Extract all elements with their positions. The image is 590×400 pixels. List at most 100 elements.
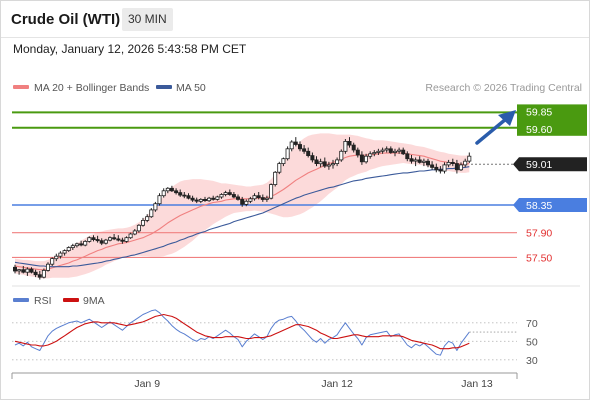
candle-body bbox=[397, 149, 402, 152]
candle bbox=[273, 171, 278, 187]
candle bbox=[413, 157, 418, 167]
candle-body bbox=[79, 243, 84, 246]
datetime-label: Monday, January 12, 2026 5:43:58 PM CET bbox=[13, 42, 247, 56]
candle-body bbox=[454, 163, 459, 171]
candle-body bbox=[219, 194, 224, 198]
candle-body bbox=[446, 161, 451, 166]
legend: MA 20 + Bollinger Bands MA 50 Research ©… bbox=[13, 82, 582, 94]
candle bbox=[384, 146, 389, 153]
candle bbox=[149, 208, 154, 218]
x-tick-label: Jan 9 bbox=[134, 378, 160, 390]
candle-body bbox=[165, 187, 170, 192]
candle bbox=[359, 151, 364, 165]
candle-body bbox=[434, 166, 439, 171]
candle bbox=[103, 238, 108, 245]
candle-body bbox=[202, 198, 207, 201]
candle-body bbox=[231, 194, 236, 198]
candle bbox=[120, 237, 125, 244]
candle bbox=[397, 147, 402, 154]
candle-body bbox=[277, 163, 282, 173]
candle-body bbox=[149, 209, 154, 218]
candle bbox=[289, 140, 294, 152]
candle-body bbox=[182, 194, 187, 197]
timeframe-button[interactable]: 30 MIN bbox=[122, 8, 173, 31]
candle bbox=[116, 235, 121, 242]
candle-body bbox=[314, 159, 319, 164]
candle-body bbox=[376, 150, 381, 153]
x-tick-label: Jan 13 bbox=[461, 378, 493, 390]
rsi-line bbox=[14, 309, 470, 356]
candle-body bbox=[269, 184, 274, 199]
candle bbox=[54, 253, 59, 262]
rsi-legend-swatch bbox=[13, 298, 29, 302]
candle bbox=[235, 194, 240, 201]
candle bbox=[165, 187, 170, 194]
candle bbox=[355, 147, 360, 158]
candle bbox=[124, 236, 129, 243]
candle bbox=[388, 146, 393, 154]
candle bbox=[339, 149, 344, 162]
candle bbox=[330, 159, 335, 169]
credit-text: Research © 2026 Trading Central bbox=[425, 82, 582, 94]
candle-body bbox=[463, 160, 468, 166]
candle bbox=[318, 158, 323, 168]
rsi-tick-label-30: 30 bbox=[526, 355, 538, 367]
candle bbox=[252, 193, 257, 201]
candle bbox=[240, 196, 245, 207]
level-label-57-50: 57.50 bbox=[526, 252, 552, 264]
candle bbox=[207, 196, 212, 202]
candle-body bbox=[388, 148, 393, 153]
candle bbox=[454, 159, 459, 174]
candle-body bbox=[240, 198, 245, 205]
candle bbox=[401, 147, 406, 155]
candle-body bbox=[359, 154, 364, 163]
candle bbox=[132, 229, 137, 236]
candle bbox=[281, 157, 286, 167]
candle bbox=[153, 201, 158, 212]
candle-body bbox=[33, 271, 38, 276]
candle bbox=[66, 246, 71, 252]
candle-body bbox=[326, 164, 331, 167]
candle-body bbox=[136, 224, 141, 232]
candle-body bbox=[256, 195, 261, 198]
candle-body bbox=[273, 171, 278, 186]
candle-body bbox=[74, 243, 79, 247]
candle-body bbox=[128, 233, 133, 239]
candle-body bbox=[330, 163, 335, 166]
candle bbox=[244, 199, 249, 207]
candle bbox=[33, 269, 38, 278]
candle bbox=[302, 145, 307, 154]
candle bbox=[467, 152, 472, 163]
candle bbox=[169, 185, 174, 192]
candle-body bbox=[223, 192, 228, 195]
candle bbox=[74, 242, 79, 248]
candle-body bbox=[293, 141, 298, 145]
candle bbox=[347, 137, 352, 148]
ma50-line bbox=[14, 166, 470, 268]
candle-body bbox=[430, 164, 435, 168]
candle-body bbox=[405, 153, 410, 160]
candle bbox=[211, 195, 216, 201]
candle bbox=[376, 148, 381, 155]
candle-body bbox=[124, 237, 129, 242]
candle-body bbox=[417, 159, 422, 163]
level-label-58-35: 58.35 bbox=[526, 200, 552, 212]
candle bbox=[112, 234, 117, 241]
candle bbox=[231, 192, 236, 199]
candle-body bbox=[335, 159, 340, 164]
candle bbox=[190, 195, 195, 202]
candle bbox=[306, 147, 311, 158]
candle-body bbox=[70, 245, 75, 248]
candle-body bbox=[157, 195, 162, 205]
instrument-title: Crude Oil (WTI) bbox=[11, 11, 121, 28]
candle-body bbox=[355, 149, 360, 156]
rsi-tick-label-70: 70 bbox=[526, 318, 538, 330]
candle-body bbox=[132, 230, 137, 235]
candle-body bbox=[442, 164, 447, 172]
candle bbox=[264, 195, 269, 202]
candle-body bbox=[103, 239, 108, 244]
x-tick-label: Jan 12 bbox=[321, 378, 353, 390]
candle bbox=[174, 188, 179, 195]
candle bbox=[223, 190, 228, 197]
candle bbox=[269, 183, 274, 200]
